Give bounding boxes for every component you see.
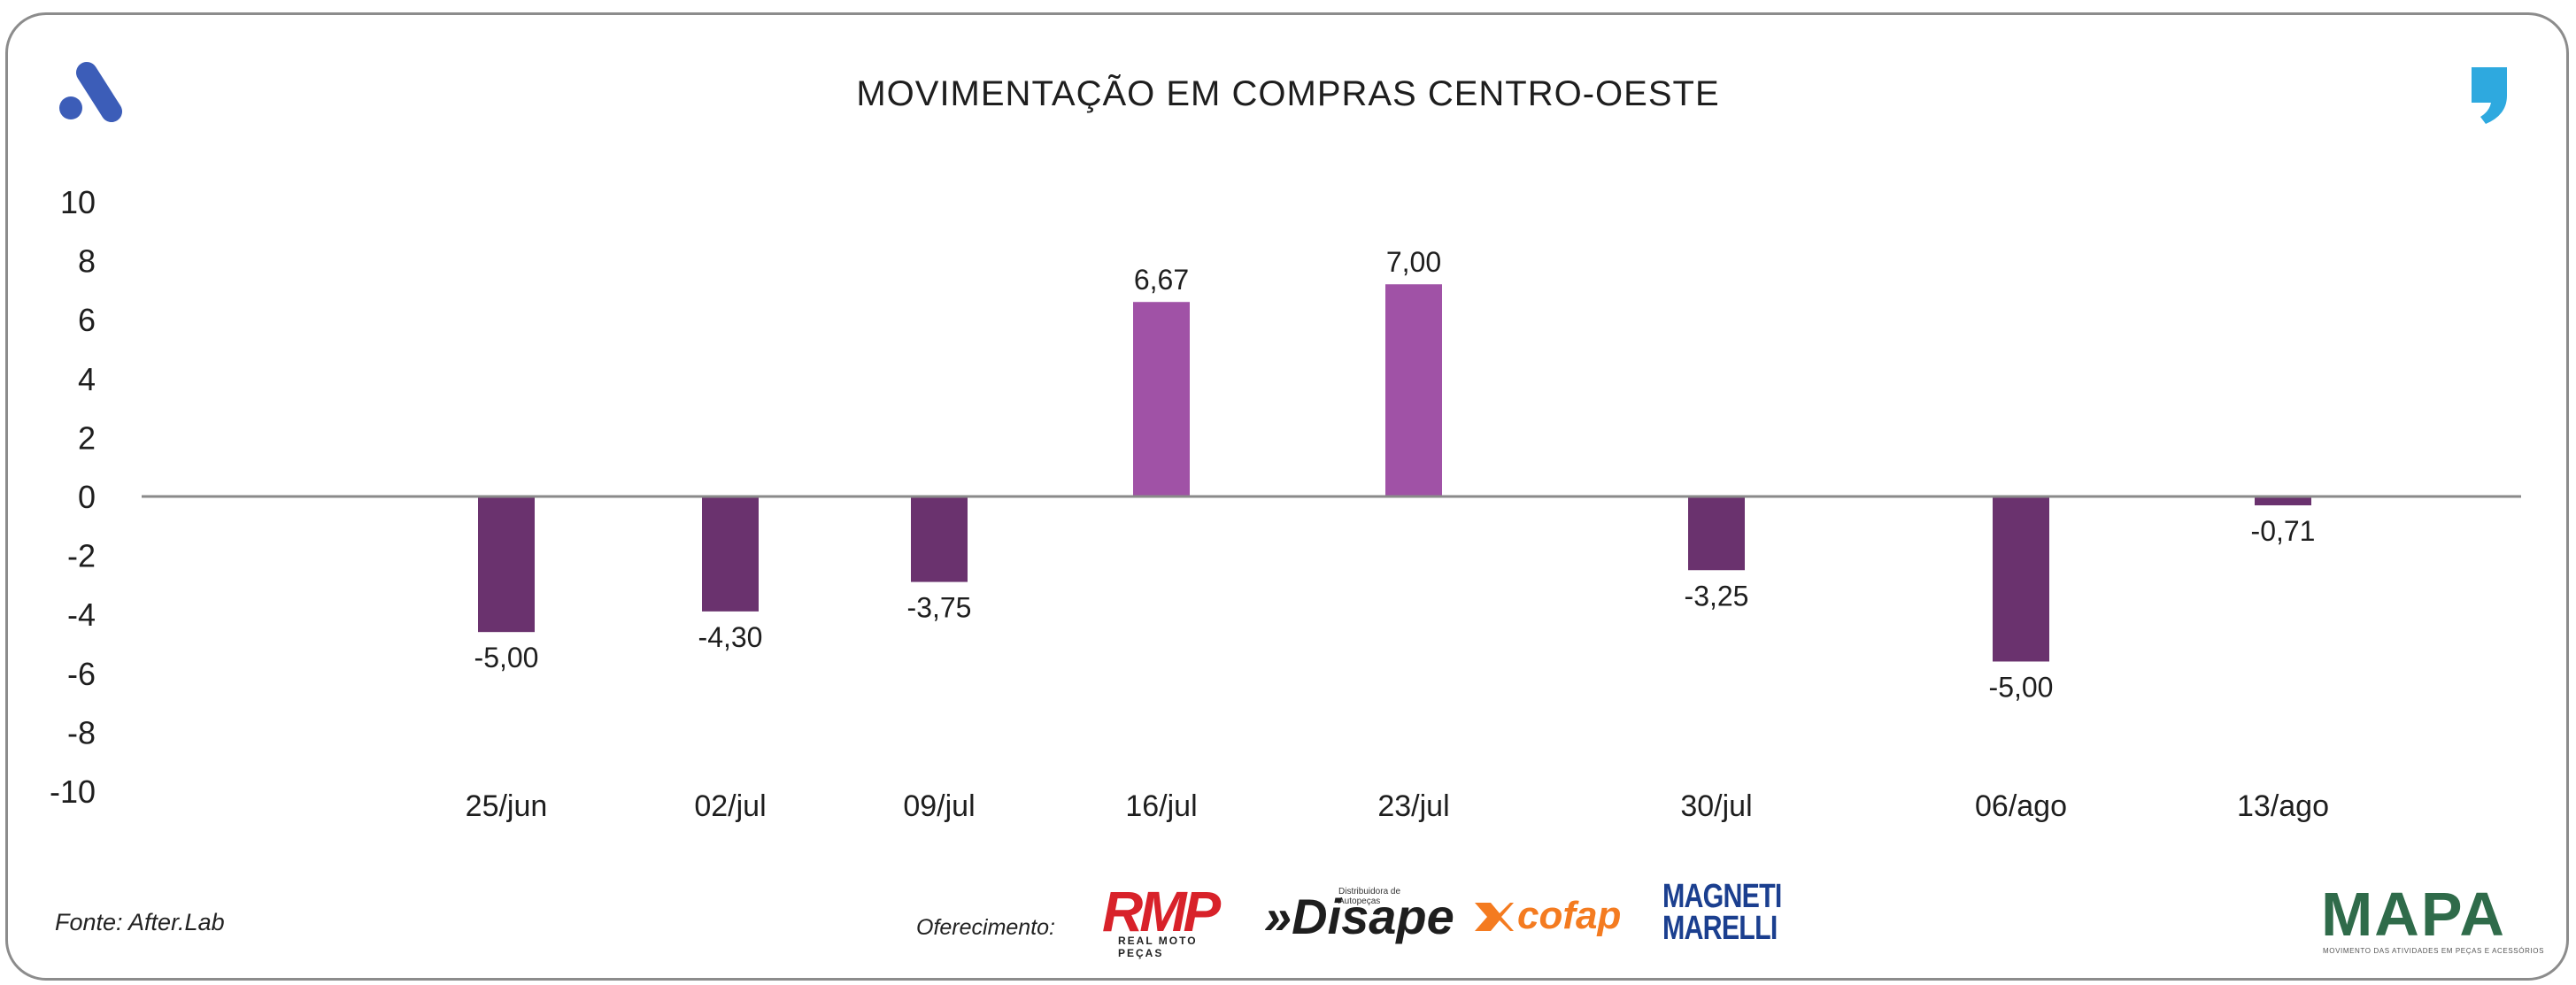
disape-tagline: Distribuidora de Autopeças [1338,887,1401,906]
mapa-logo-text: MAPA [2321,880,2506,949]
magneti-marelli-logo: MAGNETI MARELLI [1662,880,1797,947]
data-label: -4,30 [698,621,763,653]
bar [911,496,968,582]
y-tick-label: 0 [78,479,96,515]
data-label: 7,00 [1386,246,1441,278]
data-label: -5,00 [1989,671,2054,703]
disape-logo: Distribuidora de Autopeças »Disape [1264,887,1454,949]
sponsor-label: Oferecimento: [916,915,1056,940]
data-label: -3,75 [907,592,972,624]
x-tick-label: 25/jun [466,789,548,823]
x-tick-label: 30/jul [1680,789,1752,823]
y-tick-label: 2 [78,419,96,456]
rmp-logo-text: RMP [1102,880,1221,943]
rmp-tagline: REAL MOTO PEÇAS [1118,935,1198,959]
y-tick-label: -8 [67,714,96,750]
rmp-logo: RMP REAL MOTO PEÇAS [1102,880,1244,959]
y-tick-label: 10 [60,184,96,220]
x-tick-label: 06/ago [1975,789,2067,823]
bar [2255,496,2311,505]
cofap-logo: cofap [1471,894,1648,938]
y-tick-label: -2 [67,538,96,574]
bar [1688,496,1745,571]
x-tick-label: 09/jul [903,789,975,823]
x-tick-label: 13/ago [2237,789,2329,823]
y-tick-label: -10 [50,773,96,810]
source-note: Fonte: After.Lab [55,909,225,935]
mapa-tagline: MOVIMENTO DAS ATIVIDADES EM PEÇAS E ACES… [2323,947,2545,955]
y-tick-label: -4 [67,596,96,633]
bar [702,496,759,612]
cofap-x-icon [1475,903,1514,931]
y-tick-label: 6 [78,302,96,338]
cofap-logo-text: cofap [1517,894,1622,937]
quote-mark-icon [2472,67,2507,124]
mapa-logo: MAPA MOVIMENTO DAS ATIVIDADES EM PEÇAS E… [2312,880,2543,958]
disape-logo-text: »Disape [1264,889,1454,944]
y-tick-label: 4 [78,361,96,397]
marelli-text: MARELLI [1662,910,1778,947]
y-tick-label: -6 [67,656,96,692]
data-label: -0,71 [2251,515,2316,547]
magneti-text: MAGNETI [1662,878,1782,915]
bar [1993,496,2049,662]
bar [478,496,535,633]
x-tick-label: 16/jul [1125,789,1197,823]
brand-a-icon [59,62,122,122]
bar [1133,302,1190,496]
x-tick-label: 02/jul [694,789,766,823]
chart-title: MOVIMENTAÇÃO EM COMPRAS CENTRO-OESTE [856,74,1720,113]
y-tick-label: 8 [78,243,96,280]
data-label: -3,25 [1685,580,1749,612]
bar [1385,284,1442,496]
data-label: -5,00 [474,642,539,673]
data-label: 6,67 [1134,264,1189,296]
x-tick-label: 23/jul [1377,789,1449,823]
